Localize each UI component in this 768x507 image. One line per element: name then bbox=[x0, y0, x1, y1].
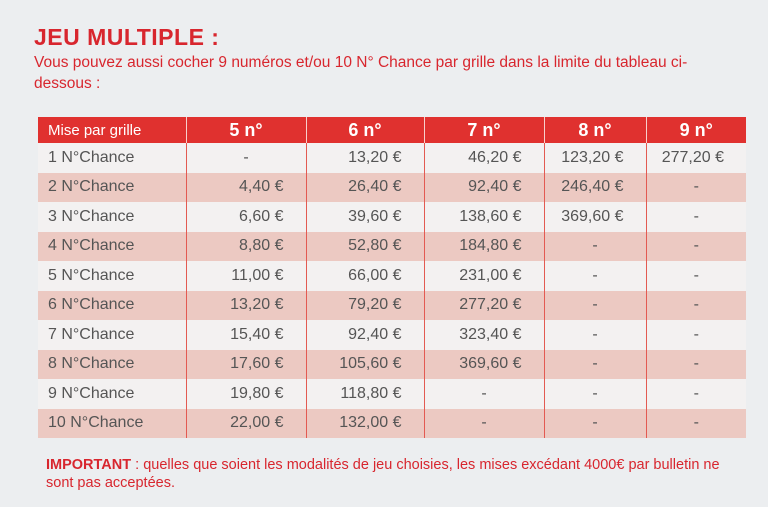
row-label: 8 N°Chance bbox=[38, 349, 186, 379]
table-cell: 46,20 € bbox=[423, 143, 544, 173]
table-cell: 11,00 € bbox=[185, 261, 306, 291]
table-cell: 13,20 € bbox=[305, 143, 424, 173]
table-row: 1 N°Chance -13,20 €46,20 €123,20 €277,20 … bbox=[38, 143, 746, 173]
table-cell: - bbox=[543, 290, 646, 320]
important-label: IMPORTANT bbox=[46, 457, 132, 473]
table-cell: 13,20 € bbox=[185, 290, 306, 320]
table-cell: 79,20 € bbox=[305, 290, 424, 320]
table-cell: 369,60 € bbox=[543, 202, 646, 232]
table-cell: 277,20 € bbox=[423, 290, 544, 320]
table-cell: - bbox=[423, 408, 544, 438]
table-cell: - bbox=[645, 408, 746, 438]
table-cell: 22,00 € bbox=[185, 408, 306, 438]
table-cell: - bbox=[423, 379, 544, 409]
table-cell: 323,40 € bbox=[423, 320, 544, 350]
table-cell: 184,80 € bbox=[423, 231, 544, 261]
column-header-8n: 8 n° bbox=[543, 117, 646, 143]
table-cell: 8,80 € bbox=[185, 231, 306, 261]
row-label: 6 N°Chance bbox=[38, 290, 186, 320]
table-row: 8 N°Chance 17,60 €105,60 €369,60 € - - bbox=[38, 349, 746, 379]
table-cell: 277,20 € bbox=[645, 143, 746, 173]
table-cell: - bbox=[645, 231, 746, 261]
table-cell: 369,60 € bbox=[423, 349, 544, 379]
table-cell: 246,40 € bbox=[543, 172, 646, 202]
column-header-6n: 6 n° bbox=[305, 117, 424, 143]
table-row: 6 N°Chance 13,20 €79,20 €277,20 € - - bbox=[38, 290, 746, 320]
important-note: IMPORTANT : quelles que soient les modal… bbox=[46, 456, 726, 492]
table-cell: 4,40 € bbox=[185, 172, 306, 202]
table-cell: - bbox=[543, 349, 646, 379]
table-cell: - bbox=[645, 349, 746, 379]
table-cell: 92,40 € bbox=[305, 320, 424, 350]
page-title: JEU MULTIPLE : bbox=[34, 24, 220, 50]
table-row: 7 N°Chance 15,40 €92,40 €323,40 € - - bbox=[38, 320, 746, 350]
table-cell: - bbox=[645, 320, 746, 350]
table-cell: 66,00 € bbox=[305, 261, 424, 291]
row-label: 2 N°Chance bbox=[38, 172, 186, 202]
table-cell: - bbox=[543, 261, 646, 291]
table-cell: - bbox=[645, 261, 746, 291]
table-cell: 92,40 € bbox=[423, 172, 544, 202]
column-header-7n: 7 n° bbox=[423, 117, 544, 143]
row-label: 3 N°Chance bbox=[38, 202, 186, 232]
column-header-mise: Mise par grille bbox=[38, 117, 186, 143]
table-row: 3 N°Chance 6,60 €39,60 €138,60 €369,60 € - bbox=[38, 202, 746, 232]
table-cell: 39,60 € bbox=[305, 202, 424, 232]
table-cell: - bbox=[645, 172, 746, 202]
table-cell: - bbox=[645, 290, 746, 320]
row-label: 1 N°Chance bbox=[38, 143, 186, 173]
table-cell: - bbox=[185, 143, 306, 173]
table-row: 4 N°Chance 8,80 €52,80 €184,80 € - - bbox=[38, 231, 746, 261]
table-cell: 123,20 € bbox=[543, 143, 646, 173]
table-cell: 6,60 € bbox=[185, 202, 306, 232]
table-header-row: Mise par grille 5 n° 6 n° 7 n° 8 n° 9 n° bbox=[38, 117, 746, 143]
table-cell: - bbox=[645, 202, 746, 232]
table-cell: 15,40 € bbox=[185, 320, 306, 350]
table-row: 9 N°Chance 19,80 €118,80 € - - - bbox=[38, 379, 746, 409]
row-label: 7 N°Chance bbox=[38, 320, 186, 350]
table-cell: 231,00 € bbox=[423, 261, 544, 291]
table-cell: 105,60 € bbox=[305, 349, 424, 379]
table-cell: 26,40 € bbox=[305, 172, 424, 202]
table-cell: 132,00 € bbox=[305, 408, 424, 438]
table-body: 1 N°Chance -13,20 €46,20 €123,20 €277,20 … bbox=[38, 143, 746, 438]
table-cell: - bbox=[543, 379, 646, 409]
table-cell: 138,60 € bbox=[423, 202, 544, 232]
row-label: 9 N°Chance bbox=[38, 379, 186, 409]
table-cell: 19,80 € bbox=[185, 379, 306, 409]
price-table: Mise par grille 5 n° 6 n° 7 n° 8 n° 9 n°… bbox=[38, 117, 746, 438]
row-label: 5 N°Chance bbox=[38, 261, 186, 291]
column-header-5n: 5 n° bbox=[185, 117, 306, 143]
table-cell: 118,80 € bbox=[305, 379, 424, 409]
important-text: : quelles que soient les modalités de je… bbox=[46, 457, 720, 491]
intro-text: Vous pouvez aussi cocher 9 numéros et/ou… bbox=[34, 54, 688, 92]
table-cell: - bbox=[543, 320, 646, 350]
table-row: 2 N°Chance 4,40 €26,40 €92,40 €246,40 € - bbox=[38, 172, 746, 202]
row-label: 4 N°Chance bbox=[38, 231, 186, 261]
row-label: 10 N°Chance bbox=[38, 408, 186, 438]
column-header-9n: 9 n° bbox=[645, 117, 746, 143]
table-cell: - bbox=[543, 408, 646, 438]
table-row: 10 N°Chance 22,00 €132,00 € - - - bbox=[38, 408, 746, 438]
table-cell: - bbox=[645, 379, 746, 409]
table-cell: - bbox=[543, 231, 646, 261]
table-cell: 52,80 € bbox=[305, 231, 424, 261]
table-cell: 17,60 € bbox=[185, 349, 306, 379]
table-row: 5 N°Chance 11,00 €66,00 €231,00 € - - bbox=[38, 261, 746, 291]
